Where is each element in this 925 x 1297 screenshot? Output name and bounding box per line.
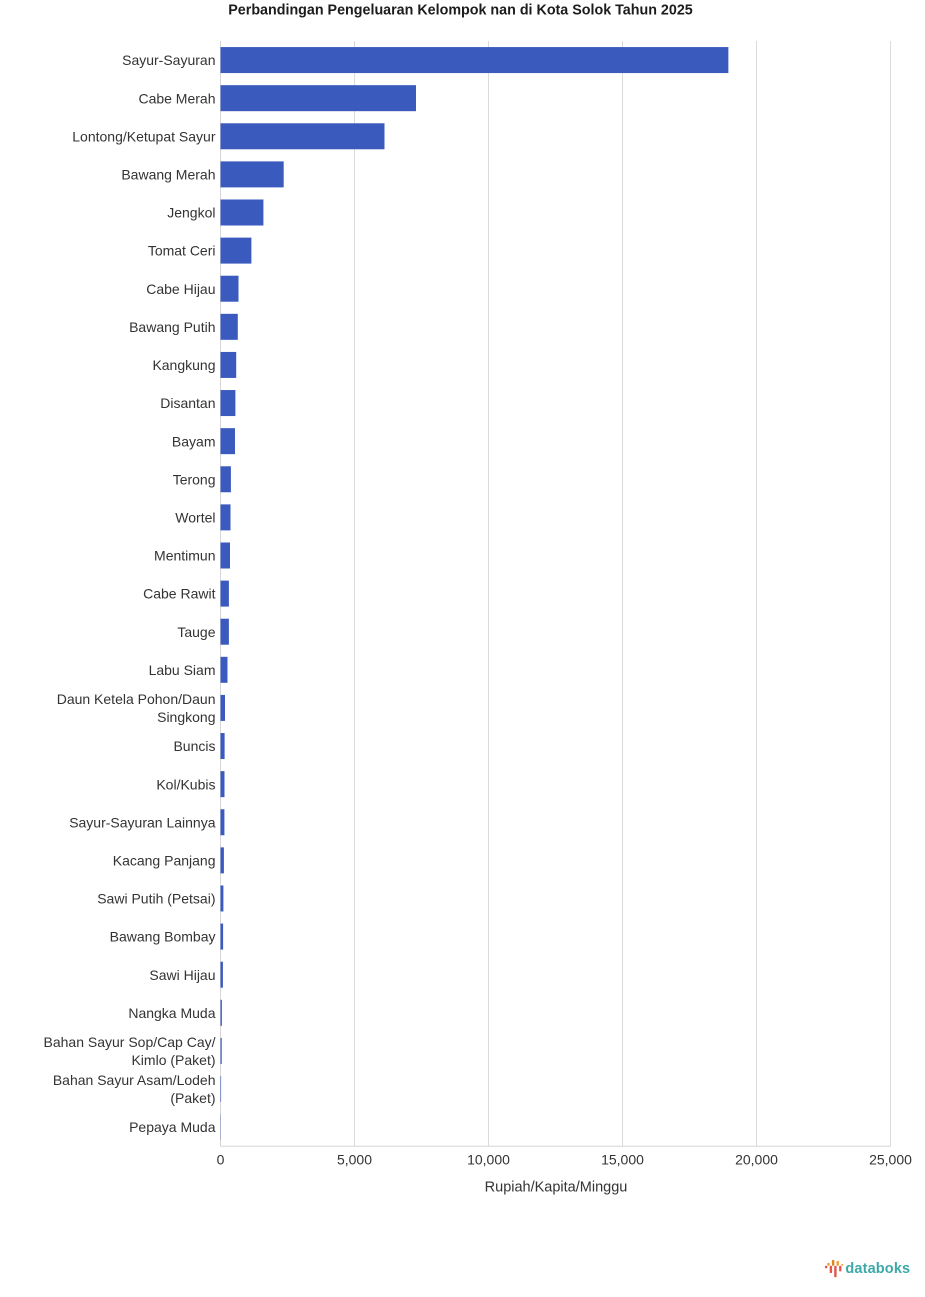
svg-text:Singkong: Singkong xyxy=(157,709,215,725)
svg-text:Bahan Sayur Sop/Cap Cay/: Bahan Sayur Sop/Cap Cay/ xyxy=(44,1034,216,1050)
svg-text:Sayur-Sayuran Lainnya: Sayur-Sayuran Lainnya xyxy=(69,814,216,830)
svg-text:Lontong/Ketupat Sayur: Lontong/Ketupat Sayur xyxy=(72,128,216,144)
svg-text:Wortel: Wortel xyxy=(175,509,215,525)
svg-text:Rupiah/Kapita/Minggu: Rupiah/Kapita/Minggu xyxy=(485,1180,628,1196)
svg-text:Bawang Bombay: Bawang Bombay xyxy=(110,929,216,945)
svg-text:Disantan: Disantan xyxy=(160,395,215,411)
svg-text:Sawi Putih (Petsai): Sawi Putih (Petsai) xyxy=(97,891,215,907)
svg-text:Kacang Panjang: Kacang Panjang xyxy=(113,852,216,868)
svg-text:15,000: 15,000 xyxy=(601,1152,644,1168)
svg-text:Tomat Ceri: Tomat Ceri xyxy=(148,243,216,259)
svg-text:20,000: 20,000 xyxy=(735,1152,778,1168)
svg-text:Pepaya Muda: Pepaya Muda xyxy=(129,1119,216,1135)
svg-text:Cabe Rawit: Cabe Rawit xyxy=(143,586,215,602)
svg-text:Kimlo (Paket): Kimlo (Paket) xyxy=(131,1052,215,1068)
svg-text:Tauge: Tauge xyxy=(177,624,215,640)
svg-text:Sawi Hijau: Sawi Hijau xyxy=(149,967,215,983)
svg-text:Mentimun: Mentimun xyxy=(154,548,215,564)
svg-text:Kangkung: Kangkung xyxy=(152,357,215,373)
svg-text:Nangka Muda: Nangka Muda xyxy=(128,1005,215,1021)
svg-text:Kol/Kubis: Kol/Kubis xyxy=(156,776,215,792)
svg-text:databoks: databoks xyxy=(845,1261,910,1277)
svg-text:Buncis: Buncis xyxy=(173,738,215,754)
svg-text:(Paket): (Paket) xyxy=(170,1090,215,1106)
svg-text:Daun Ketela Pohon/Daun: Daun Ketela Pohon/Daun xyxy=(57,691,216,707)
svg-text:Bahan Sayur Asam/Lodeh: Bahan Sayur Asam/Lodeh xyxy=(53,1072,216,1088)
svg-text:Jengkol: Jengkol xyxy=(167,205,215,221)
svg-text:Bawang Putih: Bawang Putih xyxy=(129,319,215,335)
svg-text:0: 0 xyxy=(217,1152,225,1168)
svg-text:Bawang Merah: Bawang Merah xyxy=(121,166,215,182)
svg-text:10,000: 10,000 xyxy=(467,1152,510,1168)
svg-text:25,000: 25,000 xyxy=(869,1152,912,1168)
svg-text:Bayam: Bayam xyxy=(172,433,216,449)
svg-text:Terong: Terong xyxy=(173,471,216,487)
svg-text:Cabe Hijau: Cabe Hijau xyxy=(146,281,215,297)
svg-text:5,000: 5,000 xyxy=(337,1152,372,1168)
svg-text:Labu Siam: Labu Siam xyxy=(149,662,216,678)
svg-text:Cabe Merah: Cabe Merah xyxy=(138,90,215,106)
svg-text:Sayur-Sayuran: Sayur-Sayuran xyxy=(122,52,215,68)
svg-text:Perbandingan Pengeluaran Kelom: Perbandingan Pengeluaran Kelompok nan di… xyxy=(228,3,693,19)
